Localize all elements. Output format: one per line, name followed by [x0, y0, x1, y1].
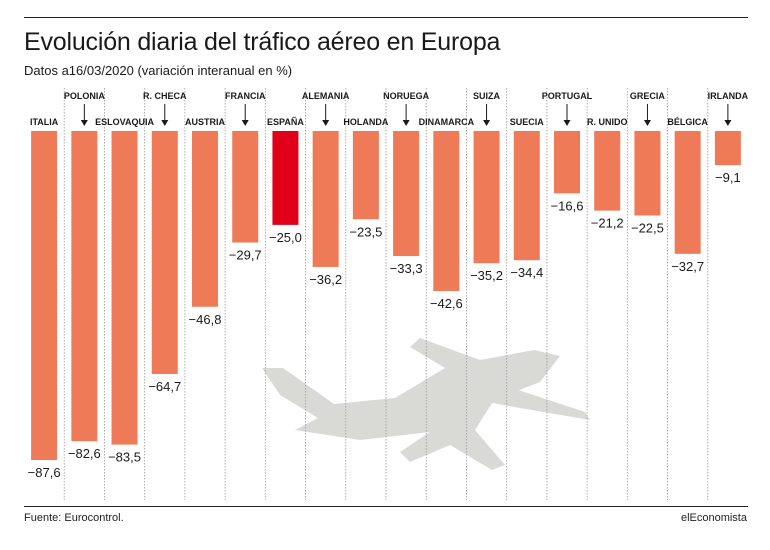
category-label: DINAMARCA: [419, 117, 475, 127]
value-label: −36,2: [309, 272, 342, 287]
bar-austria: [192, 131, 218, 307]
value-label: −33,3: [390, 261, 423, 276]
airplane-shape: [262, 338, 560, 470]
value-label: −25,0: [269, 230, 302, 245]
category-label: ITALIA: [30, 117, 59, 127]
value-label: −23,5: [349, 224, 382, 239]
category-label: AUSTRIA: [185, 117, 225, 127]
category-label: IRLANDA: [708, 91, 749, 101]
pointer-arrowhead: [724, 120, 732, 126]
bar-dinamarca: [433, 131, 460, 291]
bars: [31, 131, 741, 460]
value-labels: −87,6 −82,6 −83,5 −64,7 −46,8 −29,7 −25,0 −36,2…: [28, 170, 741, 480]
pointer-arrowhead: [161, 120, 169, 126]
value-label: −35,2: [470, 268, 503, 283]
category-labels: ITALIA POLONIA ESLOVAQUIA R. CHECA AUSTRIA FR…: [30, 91, 749, 127]
pointer-arrowhead: [241, 120, 249, 126]
bar-eslovaquia: [111, 131, 138, 445]
value-label: −29,7: [229, 248, 262, 263]
category-label: HOLANDA: [343, 117, 388, 127]
category-label: SUIZA: [473, 91, 501, 101]
source-note: Fuente: Eurocontrol.: [24, 512, 124, 524]
bar-italia: [31, 131, 58, 460]
top-rule: [24, 17, 748, 18]
pointer-arrowhead: [483, 120, 491, 126]
value-label: −32,7: [671, 259, 704, 274]
bar-francia: [232, 131, 259, 243]
category-label: GRECIA: [630, 91, 666, 101]
category-label: ESPAÑA: [267, 117, 304, 127]
category-label: R. UNIDO: [587, 117, 628, 127]
bar-alemania: [312, 131, 339, 267]
publisher-credit: elEconomista: [680, 512, 747, 524]
value-label: −34,4: [510, 265, 543, 280]
airplane-silhouette: [262, 338, 590, 470]
category-label: NORUEGA: [383, 91, 430, 101]
category-label: POLONIA: [64, 91, 106, 101]
value-label: −42,6: [430, 296, 463, 311]
pointer-arrowhead: [80, 120, 88, 126]
category-label: R. CHECA: [143, 91, 187, 101]
value-label: −83,5: [108, 450, 141, 465]
chart-subtitle: Datos a16/03/2020 (variación interanual …: [24, 63, 293, 78]
bar-polonia: [71, 131, 98, 442]
pointer-arrowhead: [402, 120, 410, 126]
category-label: ALEMANIA: [302, 91, 350, 101]
value-label: −46,8: [189, 312, 222, 327]
bar-r-checa: [151, 131, 178, 374]
bar-holanda: [352, 131, 379, 220]
chart-title: Evolución diaria del tráfico aéreo en Eu…: [24, 28, 501, 56]
bottom-rule: [24, 506, 748, 507]
category-label: FRANCIA: [225, 91, 266, 101]
bar-suecia: [513, 131, 540, 261]
bar-portugal: [554, 131, 580, 194]
value-label: −21,2: [591, 216, 624, 231]
value-label: −87,6: [28, 465, 61, 480]
value-label: −64,7: [148, 379, 181, 394]
bar-españa: [272, 131, 299, 225]
value-label: −16,6: [551, 198, 584, 213]
bar-grecia: [634, 131, 661, 216]
bar-noruega: [393, 131, 420, 257]
bar-bélgica: [674, 131, 701, 254]
pointer-arrowhead: [643, 120, 651, 126]
airplane-wing: [440, 372, 590, 420]
category-label: BÉLGICA: [667, 117, 708, 127]
value-label: −22,5: [631, 221, 664, 236]
pointer-arrowhead: [322, 120, 330, 126]
bar-suiza: [473, 131, 500, 264]
category-label: PORTUGAL: [542, 91, 593, 101]
category-label: SUECIA: [510, 117, 545, 127]
pointer-arrowhead: [563, 120, 571, 126]
column-dividers: [63, 88, 709, 500]
value-label: −82,6: [68, 446, 101, 461]
bar-irlanda: [714, 131, 741, 166]
bar-r-unido: [594, 131, 621, 211]
category-label: ESLOVAQUIA: [95, 117, 154, 127]
value-label: −9,1: [715, 170, 741, 185]
